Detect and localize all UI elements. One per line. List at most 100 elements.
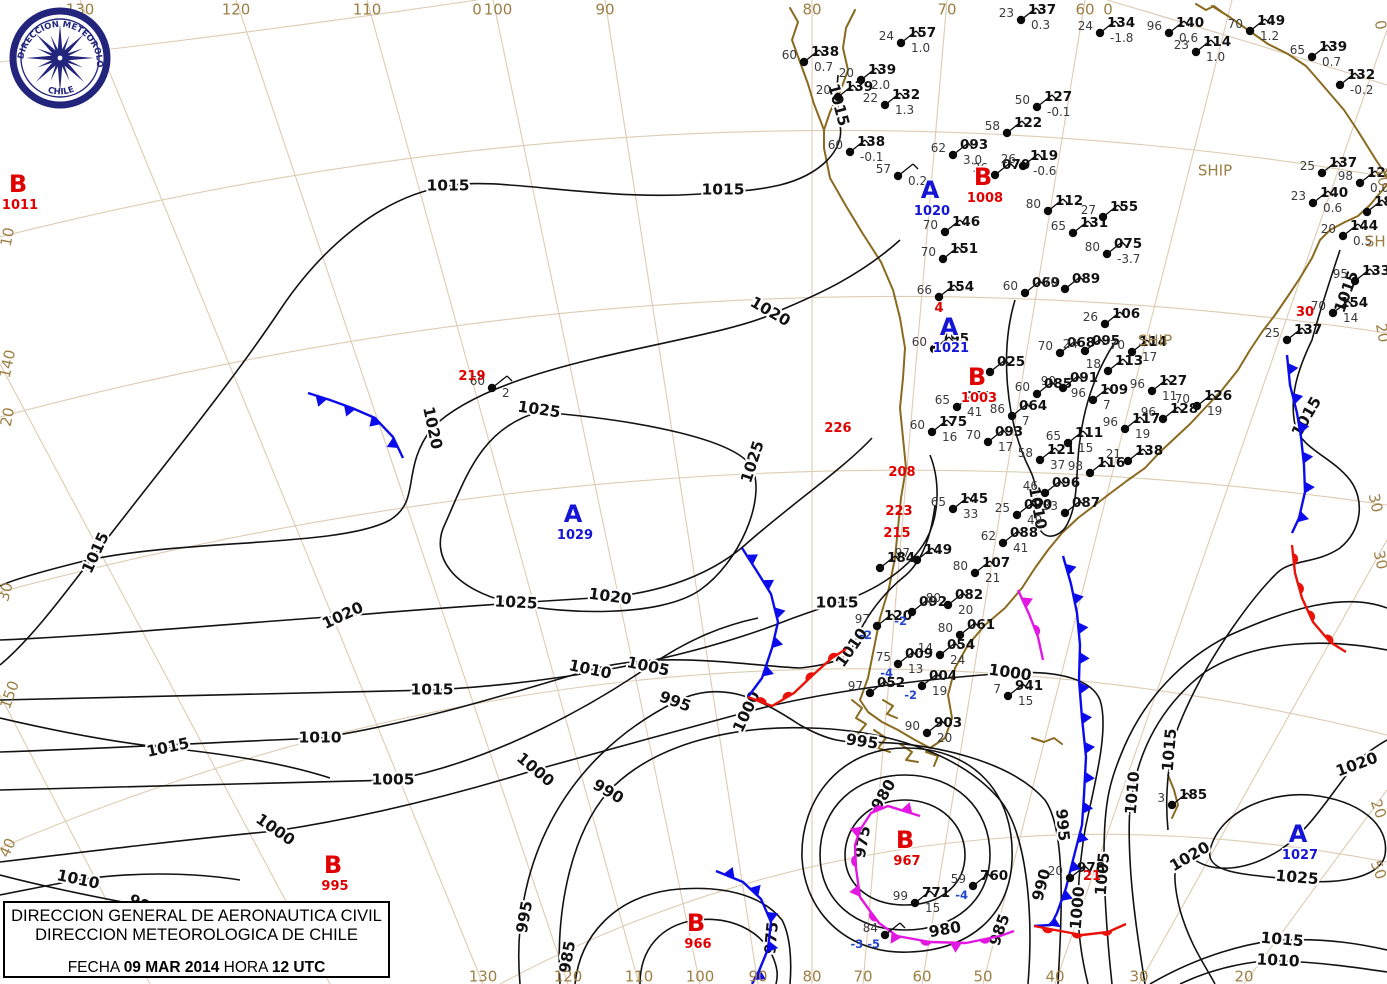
graticule-label: 80 [802,1,821,19]
station-value: 24 [950,653,965,667]
station-plot: 112 80 [1026,193,1083,216]
station-temp: 62 [981,529,996,543]
graticule-label: 10 [0,226,18,248]
isobar-value-label: 1000 [252,810,298,850]
station-pressure: 089 [1072,271,1100,287]
graticule-label: 150 [0,678,23,711]
station-temp: 97 [855,612,870,626]
station-pressure: 068 [1067,335,1095,351]
station-temp: 65 [1290,43,1305,57]
agency-subtitle: DIRECCION METEOROLOGICA DE CHILE [35,926,358,944]
station-temp: 70 [1043,275,1058,289]
station-aux-blue: -2 [859,628,872,642]
station-value: 0.5 [1353,234,1372,248]
station-pressure: 137 [1329,155,1357,171]
station-plot: 089 70 [1043,271,1100,294]
station-temp: 96 [1071,386,1086,400]
station-temp: 96 [1147,19,1162,33]
center-value: 1020 [914,204,950,219]
graticule-label: 0 [1371,19,1387,32]
station-value: 19 [932,684,947,698]
cold-front-triangle [1021,597,1033,609]
station-pressure: 941 [1015,678,1043,694]
red-station-id: 208 [888,465,915,480]
station-temp: 23 [999,6,1014,20]
station-temp: 33 [1043,499,1058,513]
station-plot: 138 21 [1106,443,1163,466]
station-pressure: 054 [947,637,975,653]
station-pressure: 149 [924,542,952,558]
station-plot: 113 18 [1086,353,1143,376]
warm-front-semicircle [1071,933,1084,939]
station-value: 0.6 [1323,201,1342,215]
isobar-value-label: 995 [657,688,694,716]
isobar-975 [844,799,966,906]
station-plot: 096 46 [1023,475,1080,498]
station-value: -0.1 [1047,105,1070,119]
station-pressure: 090 [1024,497,1052,513]
pressure-centers-layer: B1011B1008A1020A1021B1003A1029B967B995B9… [0,162,1319,954]
isobar-value-label: 1015 [1159,728,1181,773]
station-plot: 025 [985,354,1025,377]
station-pressure: 175 [939,414,967,430]
isobar-value-label: 995 [845,730,880,752]
station-temp: 20 [1048,864,1063,878]
isobar-value-label: 1010 [298,729,341,747]
warm-front-semicircle [827,652,839,662]
graticule-label: 70 [937,1,956,19]
station-plot: 2 60 [470,374,513,400]
cold-front-triangle [1084,741,1096,754]
isobar-1015 [0,74,842,666]
station-pressure: 093 [995,424,1023,440]
graticule-label: 20 [1367,797,1387,821]
cold-front-triangle [774,607,786,619]
isobar-1015 [0,454,938,701]
center-value: 1027 [1282,848,1318,863]
station-value: 14 [1343,311,1358,325]
center-letter: A [564,500,583,528]
station-value: 2 [502,386,510,400]
station-plot: 137 25 [1265,322,1322,345]
station-temp: 26 [1001,152,1016,166]
station-value: 17 [1142,350,1157,364]
station-temp: 25 [995,501,1010,515]
station-value: 0.3 [1031,18,1050,32]
cold-front-triangle [762,665,774,677]
station-value: 15 [1018,694,1033,708]
warm-front [1290,544,1347,654]
cold-front-triangle [949,942,962,953]
cold-front-triangle [1084,771,1095,784]
graticule-label: 0 [472,1,482,19]
station-pressure: 052 [877,675,905,691]
station-plot: 0.2 57 [876,162,927,188]
station-value: 0.7 [1322,55,1341,69]
graticule-label: 0 [1103,1,1113,19]
station-aux-blue: -4 [955,888,968,902]
station-pressure: 116 [1097,455,1125,471]
station-plot: 137 25 [1300,155,1357,178]
station-temp: 60 [912,335,927,349]
warm-front-semicircle [1307,610,1316,622]
station-value: 13 [908,662,923,676]
graticule-label: 140 [0,348,19,380]
center-letter: B [974,163,992,191]
warm-front-semicircle [851,855,856,868]
cold-front-triangle [1079,682,1090,695]
isobar-value-label: 1000 [513,749,558,791]
center-letter: A [940,313,959,341]
station-plot: 139 20 [816,79,873,102]
station-plot: 133 95 [1333,263,1387,286]
red-station-id: 219 [458,369,485,384]
station-temp: 65 [931,495,946,509]
station-plot: 069 60 [1003,275,1060,298]
station-temp: 25 [1300,159,1315,173]
